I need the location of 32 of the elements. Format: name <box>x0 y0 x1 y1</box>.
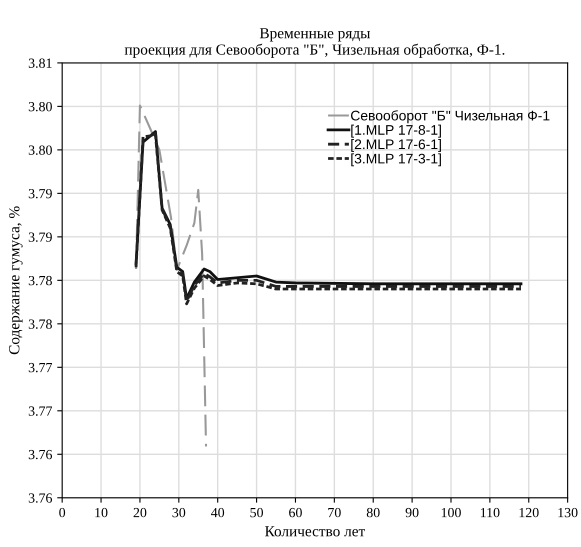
y-tick-label: 3.80 <box>28 145 52 155</box>
x-tick-label: 130 <box>558 508 578 518</box>
y-tick-label: 3.79 <box>28 188 52 198</box>
legend-label: [1.MLP 17-8-1] <box>351 124 441 138</box>
x-tick-label: 120 <box>520 508 539 518</box>
y-tick-label: 3.77 <box>28 406 52 416</box>
x-tick-label: 10 <box>95 508 108 518</box>
y-tick-label: 3.76 <box>28 493 52 503</box>
x-tick-label: 0 <box>59 508 66 518</box>
x-tick-label: 110 <box>480 508 500 518</box>
y-tick-label: 3.78 <box>28 276 52 286</box>
y-tick-label: 3.77 <box>28 362 52 372</box>
legend-label: [3.MLP 17-3-1] <box>351 153 441 166</box>
x-tick-label: 70 <box>328 508 341 518</box>
chart-title: Временные ряды проекция для Севооборота "Б", Чизельная обработка, Ф-1. <box>124 28 504 58</box>
x-tick-label: 60 <box>289 508 302 518</box>
x-tick-label: 20 <box>134 508 146 518</box>
y-tick-label: 3.76 <box>28 450 52 460</box>
x-axis-title: Количество лет <box>265 526 365 536</box>
y-axis-title: Содержание гумуса, % <box>9 206 23 354</box>
y-tick-label: 3.80 <box>28 102 52 112</box>
y-tick-label: 3.79 <box>28 232 52 242</box>
y-tick-label: 3.78 <box>28 319 52 329</box>
x-tick-label: 50 <box>250 508 263 518</box>
x-tick-label: 90 <box>406 508 419 518</box>
x-tick-label: 100 <box>442 508 461 518</box>
x-tick-label: 30 <box>172 508 186 518</box>
x-tick-label: 80 <box>366 508 380 518</box>
x-tick-label: 40 <box>211 508 224 518</box>
legend-label: [2.MLP 17-6-1] <box>351 138 441 152</box>
y-tick-label: 3.81 <box>28 58 52 68</box>
legend-label: Севооборот "Б" Чизельная Ф-1 <box>350 110 550 124</box>
